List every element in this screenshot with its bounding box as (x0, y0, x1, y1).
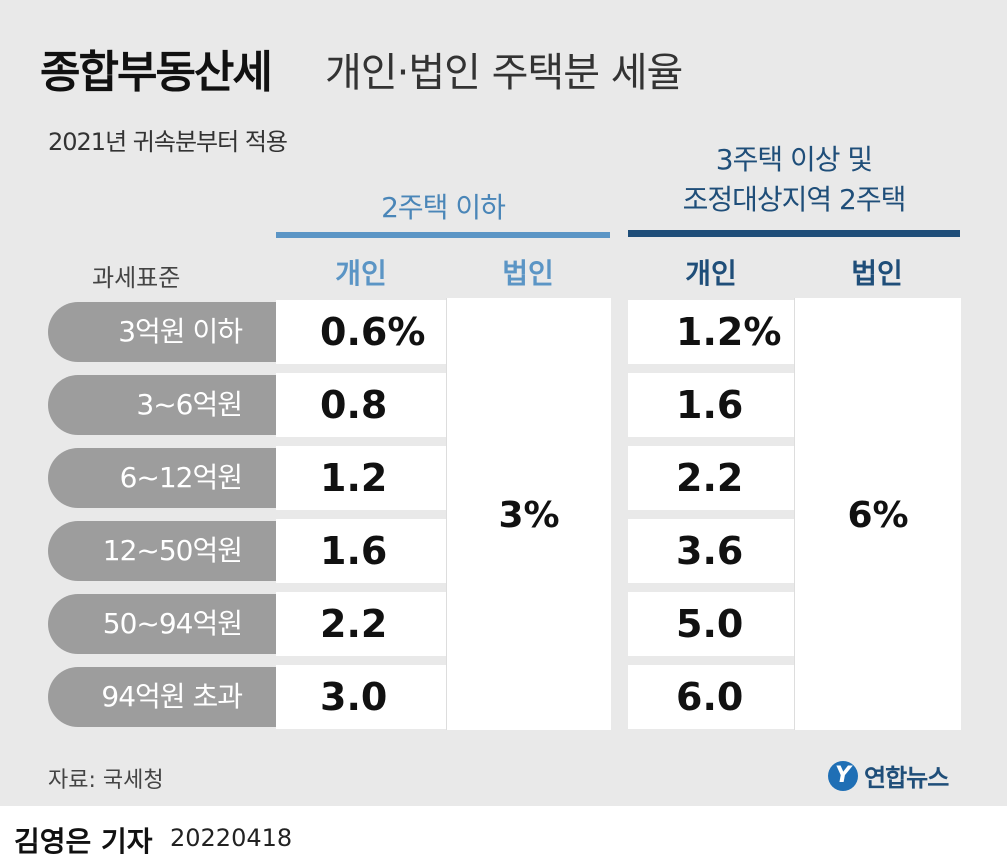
page-title: 종합부동산세 (40, 47, 273, 98)
row-label: 3~6억원 (48, 375, 276, 435)
row-label: 12~50억원 (48, 521, 276, 581)
footer-bar (0, 806, 1007, 868)
column-header-standard: 과세표준 (92, 264, 181, 292)
g1-individual-rate: 0.8 (276, 373, 446, 437)
g1-individual-rate: 0.6% (276, 300, 446, 364)
g1-individual-rate: 1.6 (276, 519, 446, 583)
g2-individual-rate: 1.6 (628, 373, 794, 437)
row-label: 3억원 이하 (48, 302, 276, 362)
group1-underline (276, 232, 610, 238)
g1-corporate-rate: 3% (498, 495, 560, 536)
yonhap-logo-text: 연합뉴스 (864, 764, 949, 792)
group1-header: 2주택 이하 (381, 191, 506, 224)
column-header-g2-corporate: 법인 (851, 257, 903, 290)
row-label: 94억원 초과 (48, 667, 276, 727)
g2-individual-rate: 6.0 (628, 665, 794, 729)
row-label: 50~94억원 (48, 594, 276, 654)
column-header-g1-individual: 개인 (335, 257, 387, 290)
yonhap-logo-icon: Y (828, 760, 858, 791)
g2-individual-rate: 5.0 (628, 592, 794, 656)
publish-date: 20220418 (170, 824, 293, 852)
yonhap-logo: Y 연합뉴스 (828, 758, 949, 793)
g2-corporate-column: 6% (794, 298, 961, 730)
g1-individual-rate: 1.2 (276, 446, 446, 510)
row-label: 6~12억원 (48, 448, 276, 508)
column-header-g1-corporate: 법인 (502, 257, 554, 290)
applicability-note: 2021년 귀속분부터 적용 (48, 128, 288, 156)
g1-corporate-column: 3% (446, 298, 611, 730)
g2-individual-rate: 1.2% (628, 300, 794, 364)
source-note: 자료: 국세청 (48, 768, 164, 793)
page-subtitle: 개인·법인 주택분 세율 (325, 50, 683, 96)
reporter-name: 김영은 기자 (14, 825, 153, 858)
g1-individual-rate: 2.2 (276, 592, 446, 656)
g2-individual-rate: 3.6 (628, 519, 794, 583)
group2-header-line1: 3주택 이상 및 (715, 143, 873, 176)
g2-corporate-rate: 6% (847, 495, 909, 536)
g1-individual-rate: 3.0 (276, 665, 446, 729)
group2-underline (628, 230, 960, 237)
g2-individual-rate: 2.2 (628, 446, 794, 510)
group2-header-line2: 조정대상지역 2주택 (682, 183, 907, 216)
column-header-g2-individual: 개인 (685, 257, 737, 290)
group2-header: 3주택 이상 및 조정대상지역 2주택 (628, 140, 960, 220)
